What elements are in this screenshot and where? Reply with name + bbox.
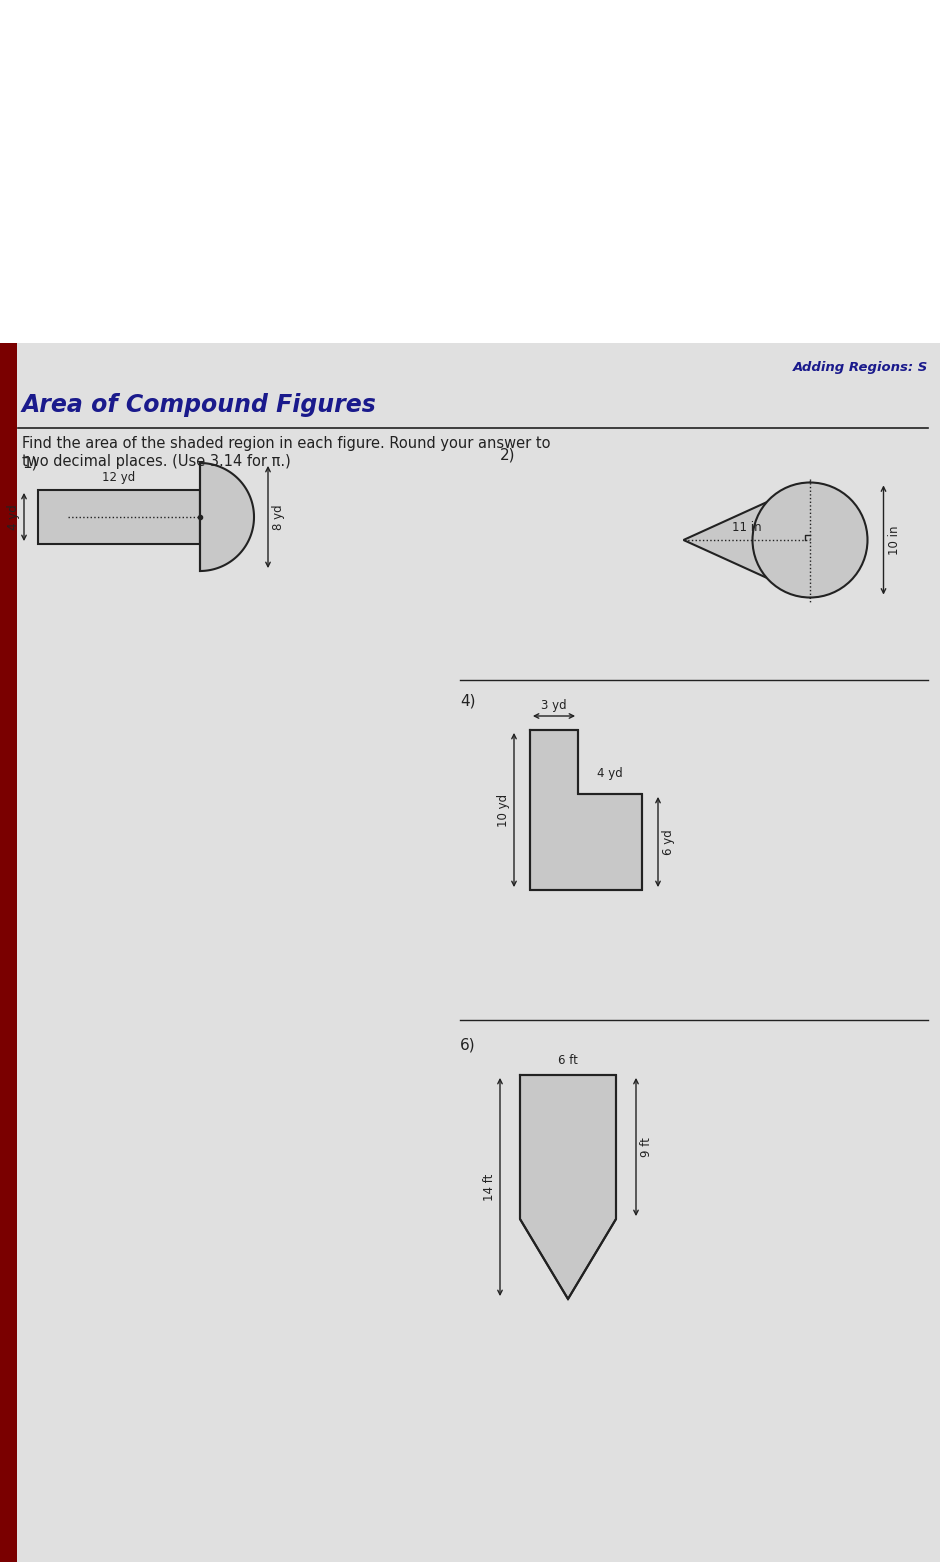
- Bar: [0, 344, 17, 1562]
- Text: 4 yd: 4 yd: [7, 505, 20, 530]
- Text: 6): 6): [460, 1039, 476, 1053]
- Text: Find the area of the shaded region in each figure. Round your answer to: Find the area of the shaded region in ea…: [22, 436, 551, 451]
- Text: 11 in: 11 in: [732, 522, 761, 534]
- Text: 6 yd: 6 yd: [662, 829, 675, 854]
- Text: 6 ft: 6 ft: [558, 1054, 578, 1067]
- Text: 12 yd: 12 yd: [102, 472, 135, 484]
- Text: 10 yd: 10 yd: [497, 793, 510, 826]
- Text: 10 in: 10 in: [887, 525, 901, 555]
- Text: Area of Compound Figures: Area of Compound Figures: [22, 394, 377, 417]
- Text: 1): 1): [22, 455, 38, 470]
- Circle shape: [753, 483, 868, 598]
- Text: Adding Regions: S: Adding Regions: S: [792, 361, 928, 373]
- Text: 8 yd: 8 yd: [272, 505, 285, 530]
- Text: 4): 4): [460, 694, 476, 708]
- Bar: [0, 0, 940, 344]
- Polygon shape: [683, 483, 810, 598]
- Bar: [38, 490, 200, 544]
- Polygon shape: [520, 1075, 616, 1300]
- Text: 3 yd: 3 yd: [541, 700, 567, 712]
- Polygon shape: [200, 462, 254, 572]
- Text: 4 yd: 4 yd: [597, 767, 623, 779]
- Text: 9 ft: 9 ft: [640, 1137, 653, 1157]
- Polygon shape: [530, 729, 642, 890]
- Text: 14 ft: 14 ft: [483, 1173, 496, 1201]
- Bar: [0, 344, 940, 1562]
- Text: two decimal places. (Use 3.14 for π.): two decimal places. (Use 3.14 for π.): [22, 455, 290, 469]
- Text: 2): 2): [500, 447, 515, 462]
